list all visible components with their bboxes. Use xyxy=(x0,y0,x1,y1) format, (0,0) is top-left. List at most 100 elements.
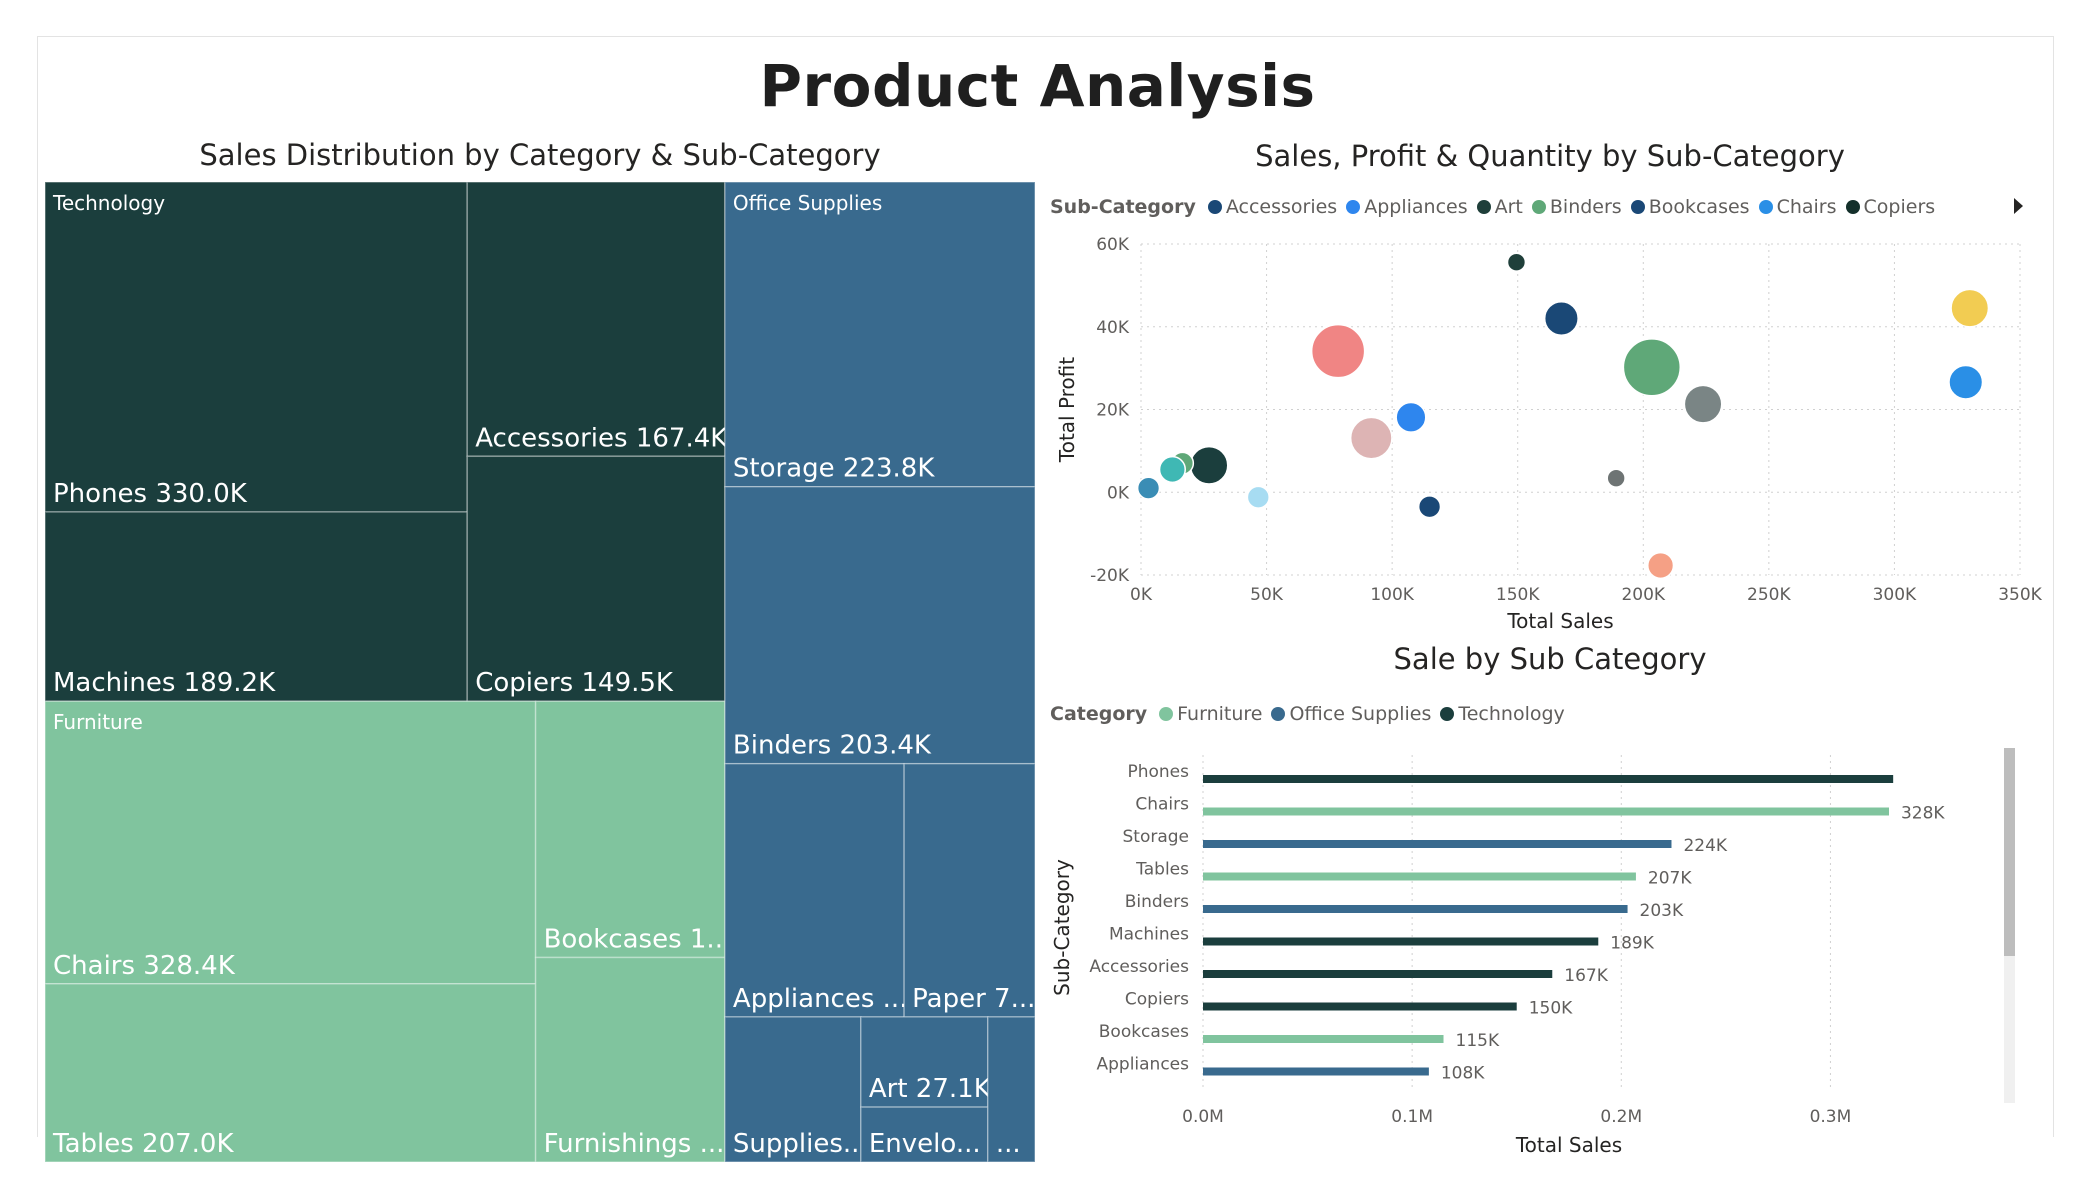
treemap-cell-accessories[interactable] xyxy=(466,182,726,458)
treemap-cell-supplies[interactable] xyxy=(724,1016,862,1162)
treemap-cell-furnishings[interactable] xyxy=(534,956,726,1162)
scatter-y-tick: -20K xyxy=(1090,566,1130,586)
legend-item-accessories[interactable]: Accessories xyxy=(1207,196,1337,218)
legend-dot-icon xyxy=(1758,200,1773,214)
treemap-cell-binders[interactable] xyxy=(724,485,1035,765)
treemap-cell-storage[interactable] xyxy=(724,182,1035,488)
legend-dot-icon xyxy=(1630,200,1645,214)
treemap-group-label-technology: Technology xyxy=(52,191,165,215)
legend-label: Copiers xyxy=(1863,196,1936,218)
bar-tables[interactable] xyxy=(1203,872,1636,881)
bar-value-label-chairs: 328K xyxy=(1901,804,1945,824)
scatter-y-tick: 20K xyxy=(1096,401,1130,421)
bar-value-label-accessories: 167K xyxy=(1564,966,1608,986)
bar-category-label-binders: Binders xyxy=(1125,892,1189,912)
scatter-point[interactable] xyxy=(1543,300,1579,336)
legend-item-appliances[interactable]: Appliances xyxy=(1346,196,1468,218)
legend-item-technology[interactable]: Technology xyxy=(1440,703,1565,725)
legend-item-chairs[interactable]: Chairs xyxy=(1758,196,1837,218)
scatter-y-tick: 40K xyxy=(1096,318,1130,338)
bar-value-label-tables: 207K xyxy=(1648,869,1692,889)
bar-copiers[interactable] xyxy=(1203,1002,1517,1011)
legend-label: Furniture xyxy=(1177,703,1263,725)
legend-dot-icon xyxy=(1531,200,1546,214)
treemap-cell-bookcases[interactable] xyxy=(534,700,726,959)
bar-storage[interactable] xyxy=(1203,840,1672,848)
scatter-point[interactable] xyxy=(1647,551,1675,580)
scatter-x-tick: 350K xyxy=(1998,585,2042,605)
bar-bookcases[interactable] xyxy=(1203,1035,1444,1043)
legend-dot-icon xyxy=(1159,707,1174,721)
scatter-y-axis-label: Total Profit xyxy=(1055,357,1079,463)
scatter-point[interactable] xyxy=(1189,445,1229,485)
bar-x-tick: 0.2M xyxy=(1600,1107,1642,1127)
bar-y-axis-label: Sub-Category xyxy=(1050,859,1074,996)
scatter-point[interactable] xyxy=(1950,288,1990,328)
bar-category-label-bookcases: Bookcases xyxy=(1099,1022,1189,1042)
treemap-cell-paper[interactable] xyxy=(903,762,1035,1018)
treemap-label-paper: Paper 7... xyxy=(912,984,1035,1014)
legend-dot-icon xyxy=(1476,200,1491,214)
scatter-point[interactable] xyxy=(1158,455,1186,484)
treemap-cell-envelopes[interactable] xyxy=(860,1106,989,1162)
bar-accessories[interactable] xyxy=(1203,970,1553,978)
scatter-point[interactable] xyxy=(1246,485,1270,509)
bar-value-label-storage: 224K xyxy=(1683,836,1727,856)
scatter-y-tick: 0K xyxy=(1107,483,1130,503)
bar-category-label-phones: Phones xyxy=(1127,762,1189,782)
treemap-chart[interactable]: Phones 330.0K Machines 189.2K Accessories … xyxy=(45,182,1035,1162)
treemap-cell-art[interactable] xyxy=(860,1016,989,1108)
bar-x-tick: 0.1M xyxy=(1391,1107,1433,1127)
treemap-label-bookcases: Bookcases 1... xyxy=(544,924,732,954)
treemap-cell-chairs[interactable] xyxy=(45,700,537,985)
bar-legend: Category Furniture Office Supplies Technol… xyxy=(1050,703,1574,725)
bar-x-axis-label: Total Sales xyxy=(1515,1133,1622,1157)
bar-binders[interactable] xyxy=(1203,905,1628,913)
legend-item-binders[interactable]: Binders xyxy=(1531,196,1622,218)
treemap-label-phones: Phones 330.0K xyxy=(53,479,248,509)
scatter-point[interactable] xyxy=(1506,252,1527,272)
bar-chart[interactable]: 0.0M 0.1M 0.2M 0.3M Phones Chairs Storage Table… xyxy=(1045,745,2005,1165)
scatter-point[interactable] xyxy=(1310,323,1366,379)
scatter-point[interactable] xyxy=(1395,401,1427,433)
treemap-cell-phones[interactable] xyxy=(45,182,468,513)
scatter-point[interactable] xyxy=(1349,416,1393,460)
bar-phones[interactable] xyxy=(1203,775,1894,783)
legend-label: Chairs xyxy=(1776,196,1837,218)
treemap-label-furnishings: Furnishings ... xyxy=(544,1129,725,1159)
bar-appliances[interactable] xyxy=(1203,1067,1429,1076)
scatter-point[interactable] xyxy=(1948,364,1984,400)
legend-item-furniture[interactable]: Furniture xyxy=(1159,703,1262,725)
scatter-point[interactable] xyxy=(1417,495,1442,519)
scatter-x-axis-label: Total Sales xyxy=(1506,609,1613,633)
treemap-cell-other[interactable] xyxy=(987,1016,1035,1162)
scrollbar-thumb[interactable] xyxy=(2004,748,2015,956)
treemap-label-binders: Binders 203.4K xyxy=(733,731,932,761)
bar-legend-title: Category xyxy=(1050,703,1148,725)
bar-machines[interactable] xyxy=(1203,937,1599,946)
scatter-x-tick: 200K xyxy=(1621,585,1665,605)
scatter-x-tick: 0K xyxy=(1130,585,1153,605)
scatter-point[interactable] xyxy=(1136,476,1161,500)
treemap-cell-machines[interactable] xyxy=(45,511,468,702)
legend-item-copiers[interactable]: Copiers xyxy=(1845,196,1936,218)
scatter-point[interactable] xyxy=(1683,384,1723,424)
bar-x-tick: 0.0M xyxy=(1182,1107,1224,1127)
bar-value-label-bookcases: 115K xyxy=(1456,1031,1500,1051)
treemap-cell-tables[interactable] xyxy=(45,983,537,1162)
bar-value-label-copiers: 150K xyxy=(1529,999,1573,1019)
legend-next-arrow-icon[interactable] xyxy=(2014,198,2023,214)
scatter-point[interactable] xyxy=(1622,338,1682,397)
treemap-cell-copiers[interactable] xyxy=(466,455,726,702)
legend-item-office-supplies[interactable]: Office Supplies xyxy=(1271,703,1431,725)
legend-item-art[interactable]: Art xyxy=(1476,196,1523,218)
bar-chart-scrollbar[interactable] xyxy=(2004,748,2015,1103)
treemap-label-tables: Tables 207.0K xyxy=(52,1129,234,1159)
scatter-x-tick: 300K xyxy=(1873,585,1917,605)
bar-chairs[interactable] xyxy=(1203,807,1889,816)
scatter-chart[interactable]: 0K 50K 100K 150K 200K 250K 300K 350K 60K 40K 20K 0K… xyxy=(1045,230,2055,635)
treemap-cell-appliances[interactable] xyxy=(724,762,905,1018)
legend-item-bookcases[interactable]: Bookcases xyxy=(1630,196,1750,218)
scatter-point[interactable] xyxy=(1606,468,1626,488)
bar-value-label-appliances: 108K xyxy=(1441,1064,1485,1084)
